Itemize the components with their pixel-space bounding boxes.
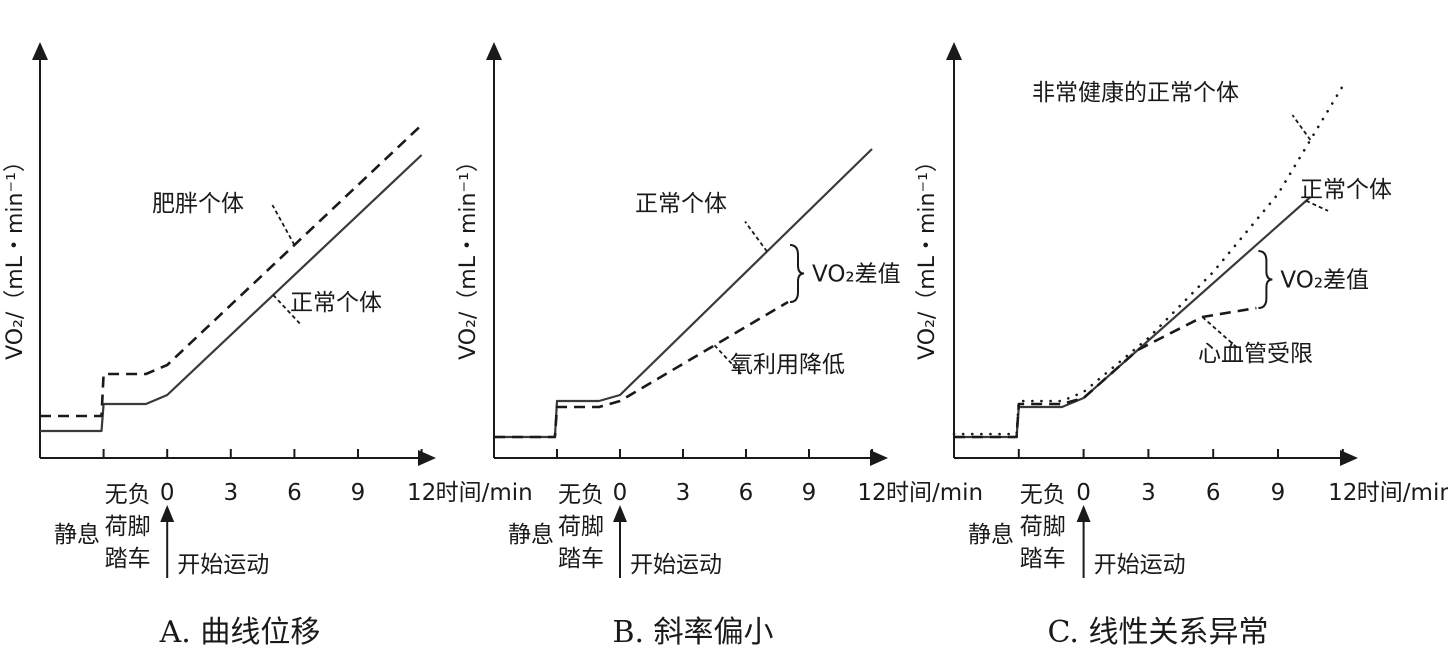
phase-unloaded-label: 无负 xyxy=(105,482,151,508)
x-tick-label: 12 xyxy=(1328,480,1357,506)
phase-unloaded-label: 荷脚 xyxy=(558,514,604,540)
phase-unloaded-label: 荷脚 xyxy=(105,514,151,540)
annotation-leader xyxy=(1291,114,1312,141)
annotation-leader xyxy=(271,204,296,246)
series-annotation-label: 正常个体 xyxy=(635,191,727,217)
phase-unloaded-label: 荷脚 xyxy=(1020,514,1066,540)
x-axis-label: 时间/min xyxy=(1357,480,1448,506)
bracket-label: VO₂差值 xyxy=(812,262,901,288)
annotation-leader xyxy=(744,220,768,253)
x-tick-label: 12 xyxy=(407,480,436,506)
phase-unloaded-label: 踏车 xyxy=(1020,546,1066,572)
panel-title: C. 线性关系异常 xyxy=(1048,615,1269,648)
series-annotation-label: 氧利用降低 xyxy=(730,352,845,378)
x-tick-label: 0 xyxy=(160,480,175,506)
x-tick-label: 9 xyxy=(351,480,366,506)
y-axis-arrow xyxy=(32,42,48,60)
phase-unloaded-label: 无负 xyxy=(1020,482,1066,508)
x-tick-label: 3 xyxy=(223,480,238,506)
series-annotation-label: 肥胖个体 xyxy=(152,191,244,217)
x-tick-label: 0 xyxy=(613,480,628,506)
x-tick-label: 3 xyxy=(1141,480,1156,506)
y-axis-label: VO₂/（mL・min⁻¹） xyxy=(3,150,28,360)
x-tick-label: 9 xyxy=(1271,480,1286,506)
bracket-label: VO₂差值 xyxy=(1280,268,1369,294)
x-axis-label: 时间/min xyxy=(436,480,533,506)
start-arrow-head xyxy=(613,505,627,522)
phase-rest-label: 静息 xyxy=(968,522,1014,548)
x-tick-label: 3 xyxy=(676,480,691,506)
series-line-dotted-series xyxy=(952,84,1345,436)
x-tick-label: 6 xyxy=(287,480,302,506)
phase-rest-label: 静息 xyxy=(54,522,100,548)
x-tick-label: 0 xyxy=(1076,480,1091,506)
x-tick-label: 6 xyxy=(1206,480,1221,506)
series-annotation-label: 正常个体 xyxy=(290,290,382,316)
panel-title: A. 曲线位移 xyxy=(159,615,321,648)
vo2-difference-bracket xyxy=(789,244,805,303)
x-tick-label: 12 xyxy=(857,480,886,506)
phase-unloaded-label: 踏车 xyxy=(105,546,151,572)
vo2-difference-bracket xyxy=(1258,250,1273,309)
series-line-solid-series xyxy=(954,196,1312,439)
y-axis-label: VO₂/（mL・min⁻¹） xyxy=(456,150,481,360)
phase-unloaded-label: 无负 xyxy=(558,482,604,508)
y-axis-arrow xyxy=(486,42,502,60)
series-line-dashed-series xyxy=(954,306,1257,439)
x-axis-arrow xyxy=(1340,450,1358,466)
x-axis-arrow xyxy=(870,450,888,466)
series-line-solid-series xyxy=(40,154,423,433)
x-tick-label: 9 xyxy=(802,480,817,506)
series-annotation-label: 正常个体 xyxy=(1300,177,1392,203)
panel-title: B. 斜率偏小 xyxy=(612,615,773,648)
phase-unloaded-label: 踏车 xyxy=(558,546,604,572)
x-tick-label: 6 xyxy=(739,480,754,506)
phase-start-label: 开始运动 xyxy=(630,552,722,578)
series-line-dashed-series xyxy=(494,300,789,439)
y-axis-label: VO₂/（mL・min⁻¹） xyxy=(915,150,940,360)
phase-start-label: 开始运动 xyxy=(177,552,269,578)
phase-rest-label: 静息 xyxy=(508,522,554,548)
series-annotation-label: 非常健康的正常个体 xyxy=(1032,80,1239,106)
annotation-leader xyxy=(1201,316,1237,348)
series-line-dashed-series xyxy=(40,124,423,418)
series-annotation-label: 心血管受限 xyxy=(1198,341,1313,367)
phase-start-label: 开始运动 xyxy=(1094,552,1186,578)
y-axis-arrow xyxy=(946,42,962,60)
x-axis-label: 时间/min xyxy=(886,480,983,506)
start-arrow-head xyxy=(1076,505,1091,522)
series-line-solid-series xyxy=(494,148,873,439)
start-arrow-head xyxy=(160,505,175,522)
